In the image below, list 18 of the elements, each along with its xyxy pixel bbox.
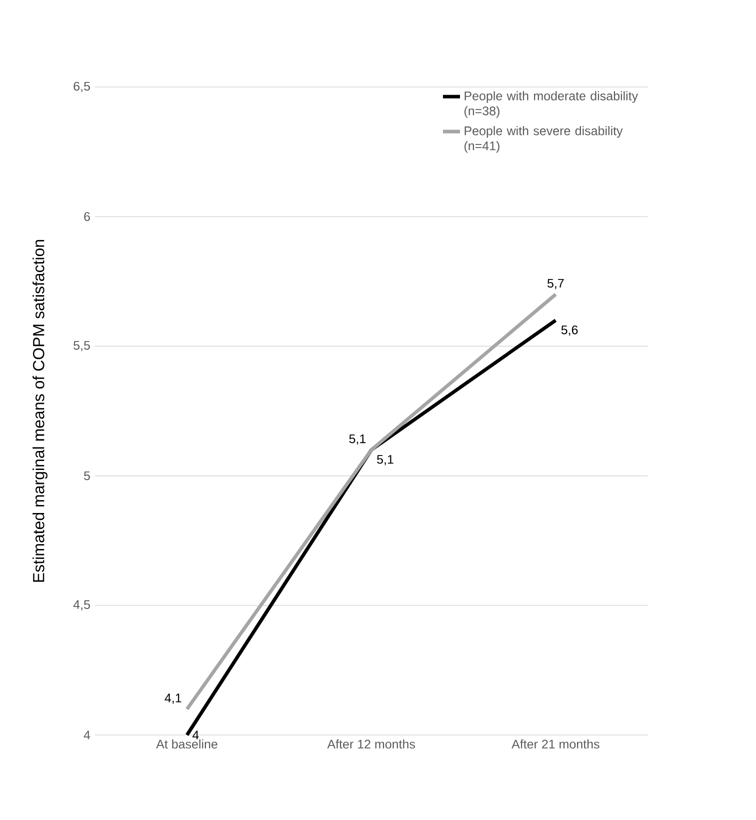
- data-label: 5,1: [377, 455, 394, 466]
- y-tick-label: 6,5: [74, 82, 90, 92]
- y-tick-label: 4: [84, 730, 90, 740]
- y-tick-label: 5: [84, 471, 90, 480]
- y-tick-label: 5,5: [74, 341, 90, 352]
- legend-label: People with moderate disability (n=38): [464, 91, 638, 118]
- data-label: 4: [192, 730, 199, 740]
- data-label: 5,6: [561, 325, 578, 336]
- legend-label: People with severe disability (n=41): [464, 126, 623, 153]
- y-axis-title: Estimated marginal means of COPM satisfaction: [32, 240, 48, 582]
- y-tick-label: 4,5: [73, 600, 90, 610]
- y-tick-label: 6: [84, 212, 90, 222]
- x-tick-label: After 21 months: [512, 739, 600, 749]
- data-label: 5,1: [349, 434, 366, 445]
- x-tick-label: After 12 months: [327, 739, 415, 749]
- data-label: 5,7: [547, 278, 564, 290]
- x-tick-label: At baseline: [156, 739, 218, 749]
- data-label: 4,1: [164, 694, 182, 704]
